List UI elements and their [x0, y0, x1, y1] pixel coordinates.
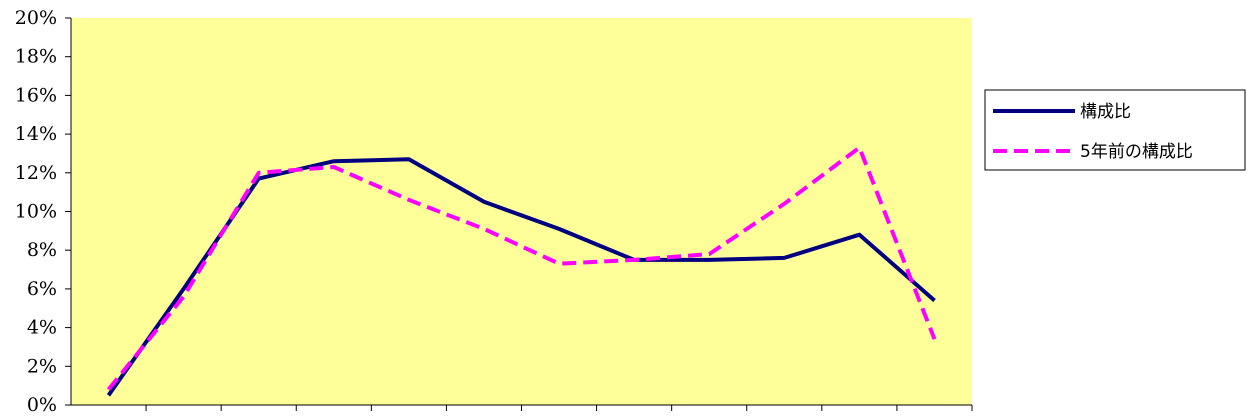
y-tick-label: 10%: [15, 201, 57, 223]
y-tick-label: 0%: [27, 394, 57, 416]
y-tick-label: 6%: [27, 278, 57, 300]
y-tick-label: 12%: [15, 162, 57, 184]
legend-label-1: 5年前の構成比: [1080, 142, 1193, 162]
legend-label-0: 構成比: [1080, 102, 1131, 122]
series-layer: [106, 145, 937, 397]
y-axis-ticks: 0% 2% 4% 6% 8% 10% 12% 14% 16% 18% 20%: [15, 7, 71, 416]
plot-area: [71, 18, 972, 405]
y-tick-label: 8%: [27, 239, 57, 261]
series-line-1: [106, 145, 937, 391]
y-tick-label: 14%: [15, 123, 57, 145]
x-axis-ticks: [145, 405, 973, 411]
legend-box: [984, 89, 1246, 171]
legend-items: 構成比 5年前の構成比: [993, 102, 1193, 162]
legend: 構成比 5年前の構成比: [984, 89, 1246, 171]
y-tick-label: 16%: [15, 84, 57, 106]
y-tick-label: 18%: [15, 46, 57, 68]
y-tick-label: 4%: [27, 317, 57, 339]
y-tick-label: 20%: [15, 7, 57, 29]
y-tick-label: 2%: [27, 355, 57, 377]
